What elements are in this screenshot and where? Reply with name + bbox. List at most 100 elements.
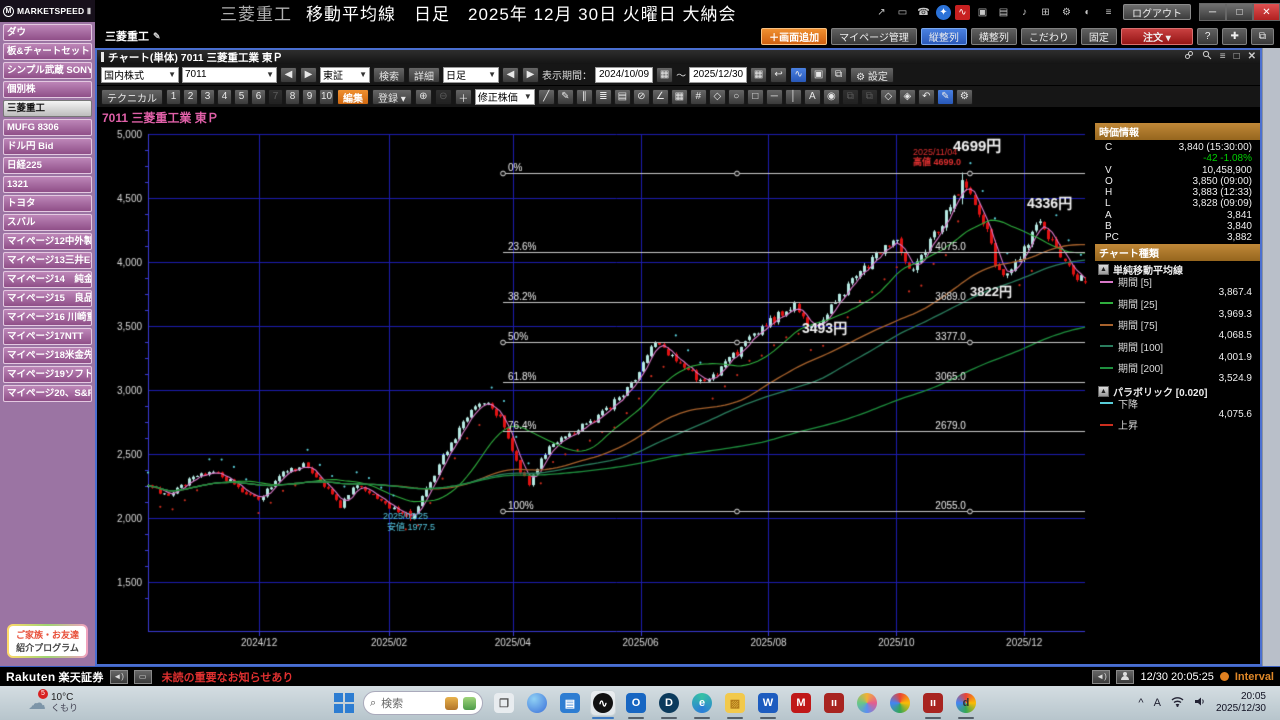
tray-clock[interactable]: 20:05 2025/12/30 [1215,691,1266,714]
calendar-from-icon[interactable]: ▦ [656,66,674,83]
help-button[interactable]: ? [1196,27,1219,45]
sidebar-item-4[interactable]: 三菱重工 [3,100,92,117]
sidebar-item-9[interactable]: トヨタ [3,195,92,212]
vline-tool[interactable]: │ [784,88,802,105]
hash-tool[interactable]: # [689,88,707,105]
prev-period-button[interactable]: ◀ [502,66,519,83]
duplicate-window-button[interactable]: ⧉ [1250,27,1274,45]
chrome-icon[interactable] [888,691,912,715]
pen-tool[interactable]: ✎ [936,88,954,105]
code-input[interactable]: 7011 ▼ [182,66,277,83]
mypage-manage-button[interactable]: マイページ管理 [831,27,917,45]
price-chart-canvas[interactable] [97,107,1095,664]
tool-settings[interactable]: ⚙ [955,88,973,105]
add-screen-button[interactable]: ＋画面追加 [761,27,828,45]
hline-tool[interactable]: ─ [765,88,783,105]
marketspeed-icon[interactable]: ∿ [591,691,615,719]
eraser-all-tool[interactable]: ◈ [898,88,916,105]
exchange-select[interactable]: 東証 ▼ [320,66,370,83]
pencil-tool[interactable]: ✎ [556,88,574,105]
angle-tool[interactable]: ∠ [651,88,669,105]
sidebar-item-7[interactable]: 日経225 [3,157,92,174]
page-tab[interactable]: 三菱重工 ✎ [105,28,161,44]
chart-red-icon[interactable]: ıı [822,691,846,715]
word-icon[interactable]: W [756,691,780,719]
paste-tool[interactable]: ⧉ [860,88,878,105]
taskbar-search[interactable]: ⌕ 検索 [363,691,483,715]
chat-icon[interactable]: ▭ [894,5,911,20]
chart-red-2-icon[interactable]: ıı [921,691,945,719]
menu-icon[interactable]: ≡ [1219,51,1226,62]
sidebar-item-16[interactable]: マイページ17NTT [3,328,92,345]
minimize-button[interactable]: ─ [1199,3,1226,21]
prev-code-button[interactable]: ◀ [280,66,297,83]
paint-icon[interactable] [855,691,879,715]
period-select[interactable]: 日足 ▼ [443,66,499,83]
wifi-icon[interactable] [1171,696,1184,710]
sidebar-item-10[interactable]: スバル [3,214,92,231]
speaker-icon[interactable] [1194,696,1206,710]
vertical-align-button[interactable]: 縦整列 [920,27,967,45]
kodawari-button[interactable]: こだわり [1020,27,1077,45]
copy-tool[interactable]: ⧉ [841,88,859,105]
phone-icon[interactable]: ☎ [915,5,932,20]
next-code-button[interactable]: ▶ [300,66,317,83]
sidebar-item-8[interactable]: 1321 [3,176,92,193]
settings-button[interactable]: ⚙ 設定 [850,66,894,83]
edit-button[interactable]: 編集 [337,88,369,105]
edge-icon[interactable]: e [690,691,714,719]
lock-button[interactable]: ▣ [810,66,828,83]
link-icon[interactable] [1184,50,1194,64]
chart-slot-10[interactable]: 10 [319,88,334,105]
window-titlebar[interactable]: チャート(単体) 7011 三菱重工業 東Ｐ ≡ □ ✕ [97,50,1260,64]
technical-button[interactable]: テクニカル [101,88,163,105]
ellipse-tool[interactable]: ○ [727,88,745,105]
stamp-tool[interactable]: ◉ [822,88,840,105]
grid-icon[interactable]: ⊞ [1037,5,1054,20]
sidebar-item-0[interactable]: ダウ [3,24,92,41]
market-select[interactable]: 国内株式 ▼ [101,66,179,83]
collapse-icon[interactable]: ▲ [1098,264,1109,276]
maximize-button[interactable]: □ [1226,3,1253,21]
chart-icon[interactable]: ∿ [955,4,970,20]
date-to-input[interactable]: 2025/12/30 [689,66,748,83]
add-user-button[interactable]: ✚ [1222,27,1247,45]
share-icon[interactable]: ↗ [873,5,890,20]
horizontal-align-button[interactable]: 横整列 [970,27,1017,45]
chart-slot-3[interactable]: 3 [200,88,215,105]
zoom-out-button[interactable]: ⊖ [434,88,452,105]
collapse-icon[interactable]: ▲ [1098,385,1109,397]
ime-mode-icon[interactable]: A [1153,697,1161,709]
eraser-tool[interactable]: ◇ [879,88,897,105]
chart-style-button[interactable]: ∿ [790,66,808,83]
horizontal-lines-tool[interactable]: ≣ [594,88,612,105]
chart-slot-6[interactable]: 6 [251,88,266,105]
chrome-dev-icon[interactable]: d [954,691,978,719]
chart-slot-7[interactable]: 7 [268,88,283,105]
close-button[interactable]: ✕ [1253,3,1280,21]
taskbar-weather[interactable]: ☁ 5 10°C くもり [28,689,78,714]
camera-icon[interactable]: ▣ [974,5,991,20]
undo-tool[interactable]: ↶ [917,88,935,105]
tray-volume-button[interactable]: ◄) [1092,669,1111,684]
logout-button[interactable]: ログアウト [1123,4,1191,20]
crosshair-button[interactable]: ＋ [454,88,472,105]
sidebar-item-6[interactable]: ドル円 Bid [3,138,92,155]
line-tool[interactable]: ╱ [537,88,555,105]
document-icon[interactable]: ▤ [995,5,1012,20]
explorer-icon[interactable]: ▨ [723,691,747,719]
sidebar-item-13[interactable]: マイページ14 純金15 [3,271,92,288]
chart-slot-9[interactable]: 9 [302,88,317,105]
sidebar-item-5[interactable]: MUFG 8306 [3,119,92,136]
chart-slot-1[interactable]: 1 [166,88,181,105]
copilot-icon[interactable] [525,691,549,715]
chart-slot-4[interactable]: 4 [217,88,232,105]
mcafee-icon[interactable]: M [789,691,813,715]
account-icon[interactable] [1116,669,1135,684]
menu-icon[interactable]: ≡ [1100,5,1117,20]
bell-icon[interactable]: ♪ [1016,5,1033,20]
sidebar-item-14[interactable]: マイページ15 良品計 [3,290,92,307]
detail-button[interactable]: 詳細 [408,66,440,83]
sidebar-item-15[interactable]: マイページ16 川崎重 [3,309,92,326]
referral-banner[interactable]: ご家族・お友達 紹介プログラム [7,624,88,658]
